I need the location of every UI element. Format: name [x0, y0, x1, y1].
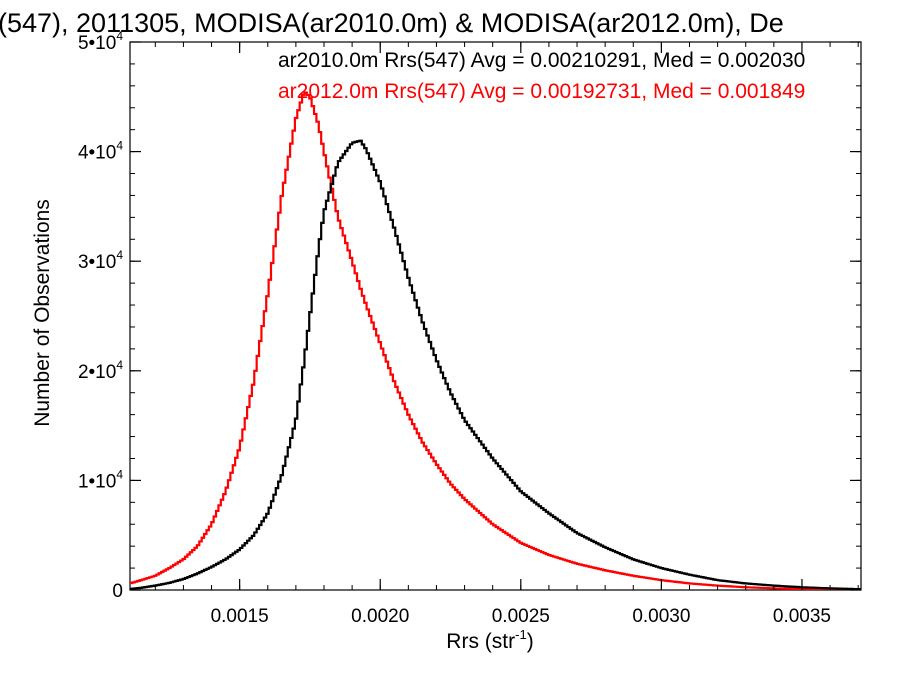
series-line-ar2010-0m: [130, 139, 861, 590]
x-tick-label: 0.0030: [632, 606, 690, 627]
plot-frame: [129, 41, 862, 591]
y-tick-label-exp: 4: [116, 248, 123, 262]
y-tick-label: 5•104: [78, 29, 123, 54]
y-tick-label-base: 5•10: [78, 33, 116, 54]
x-tick-label: 0.0015: [211, 606, 269, 627]
series-line-ar2012-0m: [130, 91, 861, 590]
y-tick-label: 0: [112, 581, 123, 602]
y-axis-label: Number of Observations: [31, 199, 54, 427]
x-axis-label: Rrs (str-1): [446, 627, 533, 653]
y-tick-label-base: 2•10: [78, 362, 116, 383]
x-axis-label-end: ): [527, 630, 534, 653]
y-tick-label-exp: 4: [116, 467, 123, 481]
x-tick-label: 0.0025: [492, 606, 550, 627]
y-tick-label-base: 4•10: [78, 143, 116, 164]
y-tick-label: 1•104: [78, 467, 123, 492]
y-tick-label-base: 3•10: [78, 252, 116, 273]
plot-area: [129, 41, 862, 591]
x-axis-label-main: Rrs (str: [446, 630, 515, 653]
y-tick-label-base: 1•10: [78, 471, 116, 492]
y-tick-label-exp: 4: [116, 139, 123, 153]
y-tick-label: 3•104: [78, 248, 123, 273]
chart-title: (547), 2011305, MODISA(ar2010.0m) & MODI…: [0, 8, 784, 38]
y-tick-label-exp: 4: [116, 29, 123, 43]
y-tick-label: 4•104: [78, 139, 123, 164]
annotation-ar2012: ar2012.0m Rrs(547) Avg = 0.00192731, Med…: [278, 80, 805, 103]
y-tick-label-exp: 4: [116, 358, 123, 372]
series-group: [130, 91, 861, 590]
x-tick-label: 0.0020: [351, 606, 409, 627]
tick-group: 0.0015 0.0020 0.0025 0.0030 0.003501•1042•10…: [78, 29, 861, 627]
y-tick-label-base: 0: [112, 581, 123, 602]
x-tick-label: 0.0035: [773, 606, 831, 627]
y-tick-label: 2•104: [78, 358, 123, 383]
annotation-ar2010: ar2010.0m Rrs(547) Avg = 0.00210291, Med…: [278, 49, 805, 72]
x-axis-label-sup: -1: [515, 627, 527, 642]
